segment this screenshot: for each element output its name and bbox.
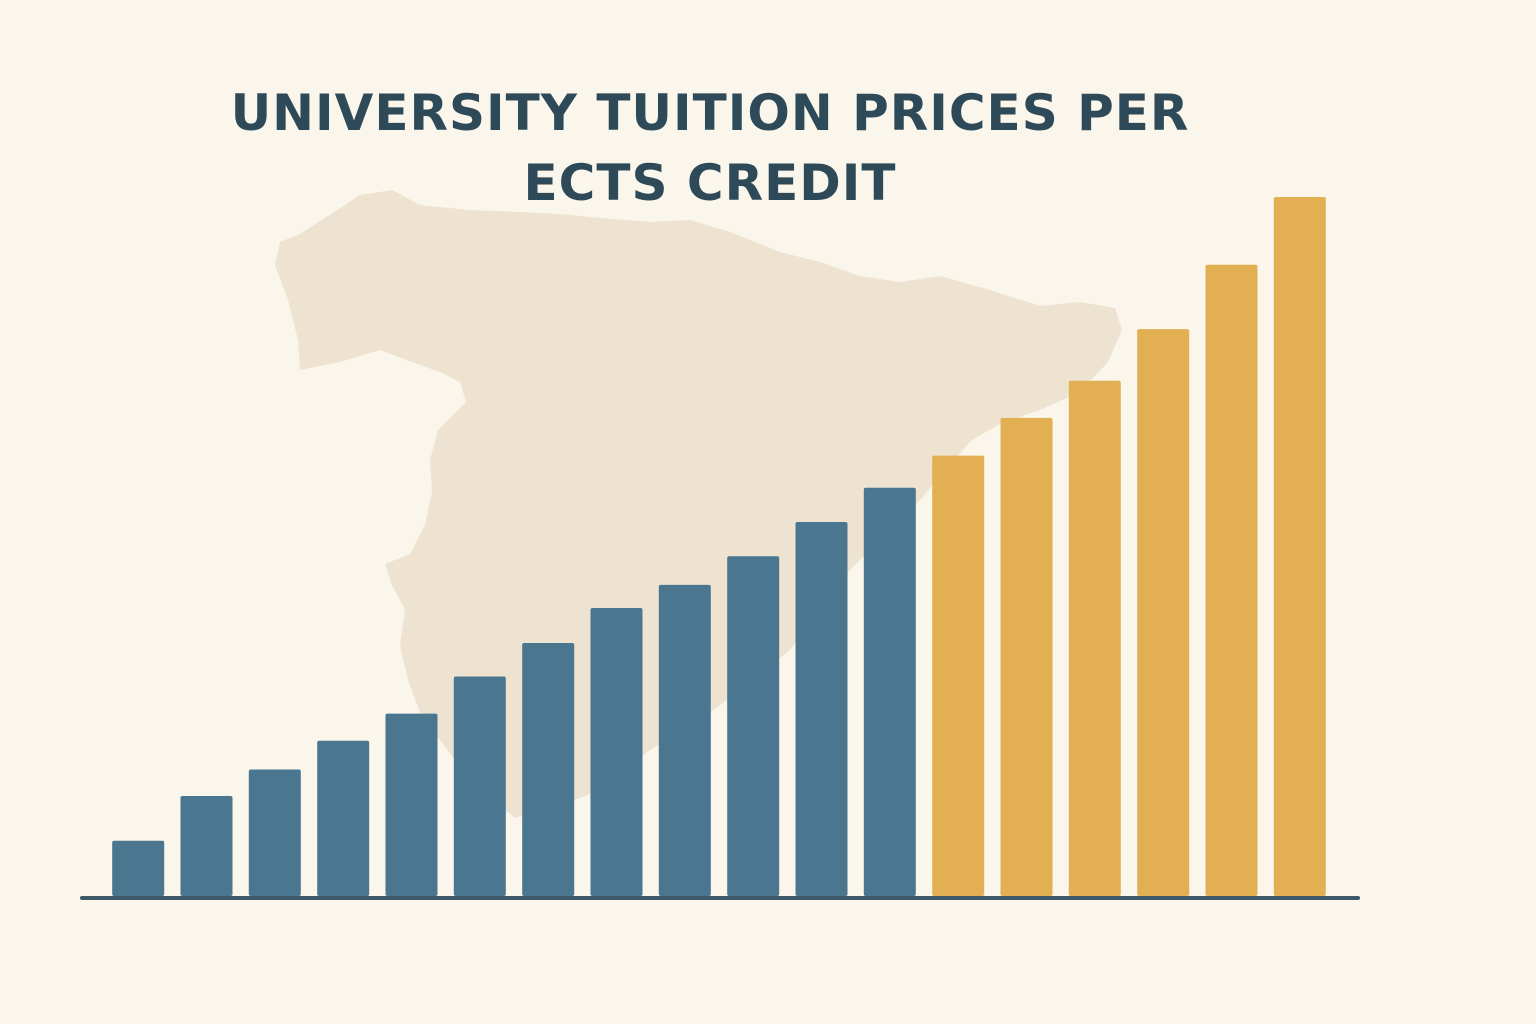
bar-17 [1205,264,1258,896]
bars-group [112,197,1326,897]
spain-map-silhouette [275,190,1122,818]
chart-title: UNIVERSITY TUITION PRICES PER ECTS CREDI… [230,84,1190,212]
bar-3 [248,769,301,896]
bar-7 [522,643,575,896]
bar-9 [658,584,711,896]
bar-11 [795,522,848,896]
bar-2 [180,796,233,896]
bar-18 [1273,197,1326,896]
bar-15 [1068,380,1121,896]
bar-8 [590,608,643,896]
bar-1 [112,840,165,896]
bar-13 [932,455,985,896]
bar-10 [727,556,780,896]
bar-5 [385,713,438,896]
bar-14 [1000,417,1053,896]
bar-12 [863,487,916,896]
bar-16 [1137,329,1190,897]
bar-4 [317,740,370,896]
bar-6 [453,676,506,896]
